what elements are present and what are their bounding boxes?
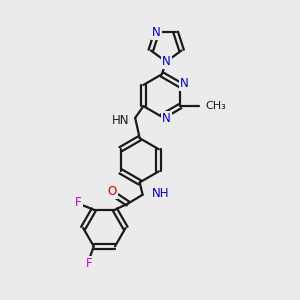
Text: O: O (107, 185, 117, 198)
Text: CH₃: CH₃ (206, 101, 226, 111)
Text: N: N (180, 77, 189, 90)
Text: N: N (152, 26, 161, 39)
Text: N: N (162, 112, 171, 125)
Text: HN: HN (112, 114, 130, 127)
Text: F: F (86, 257, 93, 270)
Text: N: N (162, 55, 171, 68)
Text: NH: NH (152, 187, 169, 200)
Text: F: F (75, 196, 82, 209)
